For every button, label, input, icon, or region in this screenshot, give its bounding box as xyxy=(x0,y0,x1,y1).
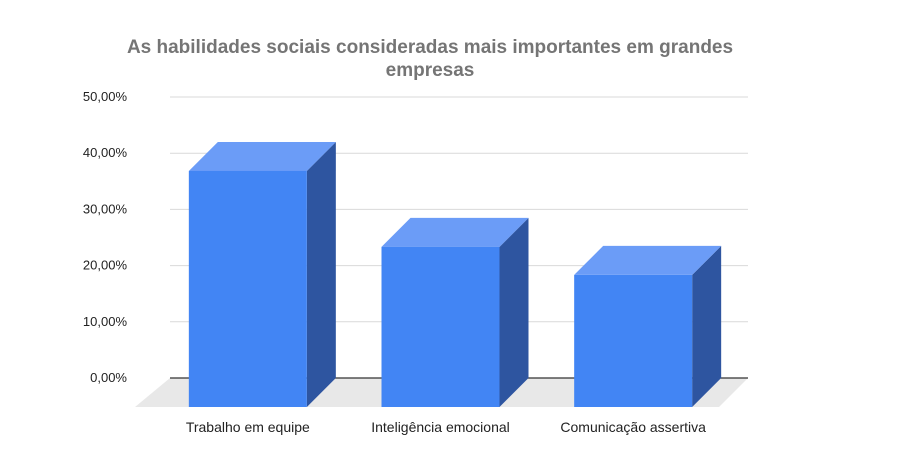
bar-front xyxy=(188,170,307,407)
bars xyxy=(188,141,722,407)
y-tick-label: 40,00% xyxy=(83,145,128,160)
bar-side xyxy=(692,245,722,407)
y-tick-label: 50,00% xyxy=(83,89,128,104)
chart-title: As habilidades sociais consideradas mais… xyxy=(126,37,734,81)
bar-side xyxy=(306,141,336,407)
x-tick-label: Inteligência emocional xyxy=(371,419,510,435)
bar-top xyxy=(188,141,336,171)
y-tick-label: 10,00% xyxy=(83,314,128,329)
x-axis-ticks: Trabalho em equipe Inteligência emocional… xyxy=(186,419,706,435)
bar-top xyxy=(574,245,722,275)
y-tick-label: 20,00% xyxy=(83,258,128,273)
bar xyxy=(381,217,529,407)
x-tick-label: Trabalho em equipe xyxy=(186,419,310,435)
bar-top xyxy=(381,217,529,247)
x-tick-label: Comunicação assertiva xyxy=(560,419,706,435)
bar xyxy=(574,245,722,407)
y-tick-label: 30,00% xyxy=(83,201,128,216)
bar-side xyxy=(499,217,529,407)
bar xyxy=(188,141,336,407)
bar-front xyxy=(381,246,500,407)
bar-front xyxy=(574,274,693,407)
y-tick-label: 0,00% xyxy=(90,370,127,385)
y-axis-ticks: 0,00% 10,00% 20,00% 30,00% 40,00% 50,00% xyxy=(83,89,128,385)
